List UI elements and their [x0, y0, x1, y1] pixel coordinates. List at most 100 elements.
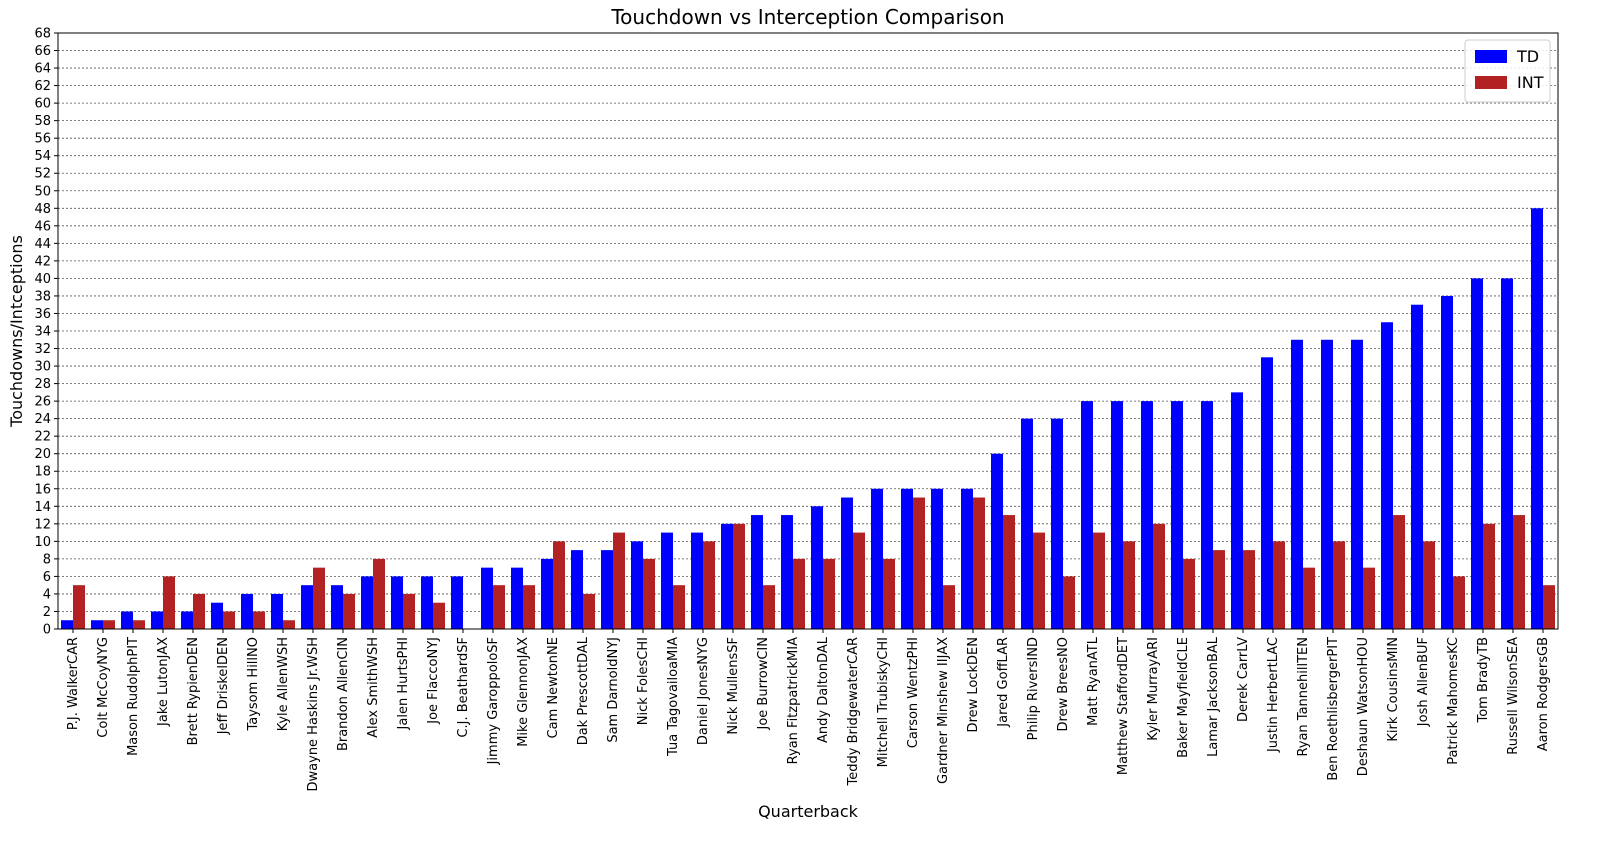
y-tick-label: 46 [34, 219, 51, 234]
bar-td [1471, 278, 1483, 629]
bar-int [163, 576, 175, 629]
bar-td [601, 550, 613, 629]
bar-td [331, 585, 343, 629]
y-tick-label: 32 [34, 342, 51, 357]
bar-td [871, 488, 883, 629]
legend-swatch-int [1475, 76, 1507, 89]
x-tick-label: Josh AllenBUF [1416, 637, 1431, 727]
bar-int [553, 541, 565, 629]
bar-td [841, 497, 853, 629]
bar-td [391, 576, 403, 629]
bar-td [1171, 401, 1183, 629]
x-tick-label: P.J. WalkerCAR [66, 637, 81, 730]
x-tick-label: Tua TagovailoaMIA [666, 637, 681, 757]
bar-td [301, 585, 313, 629]
y-tick-label: 28 [34, 377, 51, 392]
x-tick-label: Justin HerbertLAC [1266, 637, 1281, 753]
x-tick-label: Joe BurrowCIN [756, 637, 771, 730]
x-tick-label: Brandon AllenCIN [336, 637, 351, 751]
x-tick-label: Mason RudolphPIT [126, 637, 141, 756]
bar-td [511, 567, 523, 629]
y-tick-label: 48 [34, 202, 51, 217]
x-tick-label: Mitchell TrubiskyCHI [876, 637, 891, 767]
bar-int [1333, 541, 1345, 629]
x-tick-label: Alex SmithWSH [366, 637, 381, 738]
bar-int [1453, 576, 1465, 629]
x-tick-label: Gardner Minshew IIJAX [936, 637, 951, 784]
bar-int [1123, 541, 1135, 629]
x-tick-label: Daniel JonesNYG [696, 637, 711, 745]
y-tick-label: 56 [34, 132, 51, 147]
x-tick-label: Dwayne Haskins Jr.WSH [306, 637, 321, 791]
bar-td [1381, 322, 1393, 629]
bar-int [343, 593, 355, 629]
y-tick-label: 18 [34, 465, 51, 480]
bar-td [1261, 357, 1273, 629]
y-tick-label: 26 [34, 395, 51, 410]
bar-td [361, 576, 373, 629]
y-tick-label: 24 [34, 412, 51, 427]
bar-int [493, 585, 505, 629]
y-tick-label: 38 [34, 289, 51, 304]
bar-int [133, 620, 145, 629]
x-tick-label: Deshaun WatsonHOU [1356, 637, 1371, 776]
bar-int [103, 620, 115, 629]
legend-swatch-td [1475, 50, 1507, 63]
bar-td [241, 593, 253, 629]
y-axis-label: Touchdowns/Intceptions [7, 235, 26, 428]
bar-int [1423, 541, 1435, 629]
bar-td [541, 558, 553, 629]
bar-int [1273, 541, 1285, 629]
bar-td [271, 593, 283, 629]
x-tick-label: Taysom HillNO [246, 637, 261, 732]
x-tick-label: Jared GoffLAR [996, 637, 1011, 728]
x-tick-label: Philip RiversIND [1026, 637, 1041, 740]
bar-td [631, 541, 643, 629]
bar-td [1441, 295, 1453, 629]
bar-int [673, 585, 685, 629]
bar-td [421, 576, 433, 629]
bar-td [1051, 418, 1063, 629]
y-tick-label: 20 [34, 447, 51, 462]
bar-int [313, 567, 325, 629]
bar-int [1003, 515, 1015, 629]
y-tick-label: 44 [34, 237, 51, 252]
bars [61, 208, 1555, 629]
bar-int [643, 558, 655, 629]
x-tick-label: Jake LutonJAX [156, 637, 171, 727]
bar-td [571, 550, 583, 629]
bar-int [793, 558, 805, 629]
x-tick-label: Joe FlaccoNYJ [426, 637, 441, 725]
y-tick-label: 8 [43, 552, 51, 567]
bar-td [1201, 401, 1213, 629]
legend: TD INT [1464, 39, 1551, 103]
x-tick-label: Jeff DriskelDEN [216, 637, 231, 735]
bar-int [1543, 585, 1555, 629]
bar-int [1153, 523, 1165, 629]
bar-int [193, 593, 205, 629]
bar-int [433, 602, 445, 629]
x-tick-label: Ryan TannehillTEN [1296, 637, 1311, 757]
bar-int [253, 611, 265, 629]
x-axis-label: Quarterback [758, 802, 859, 821]
y-tick-label: 66 [34, 44, 51, 59]
y-tick-label: 52 [34, 167, 51, 182]
x-tick-label: Jalen HurtsPHI [396, 637, 411, 730]
bar-int [613, 532, 625, 629]
bar-td [1231, 392, 1243, 629]
y-tick-label: 54 [34, 149, 51, 164]
bar-td [1141, 401, 1153, 629]
bar-int [883, 558, 895, 629]
bar-td [931, 488, 943, 629]
x-tick-label: Kirk CousinsMIN [1386, 637, 1401, 742]
y-tick-label: 42 [34, 254, 51, 269]
bar-int [1513, 515, 1525, 629]
bar-int [1363, 567, 1375, 629]
x-tick-label: Cam NewtonNE [546, 637, 561, 738]
x-tick-label: Matt RyanATL [1086, 636, 1101, 726]
x-tick-label: Nick MullensSF [726, 637, 741, 735]
bar-td [1111, 401, 1123, 629]
x-tick-label: Sam DarnoldNYJ [606, 637, 621, 743]
